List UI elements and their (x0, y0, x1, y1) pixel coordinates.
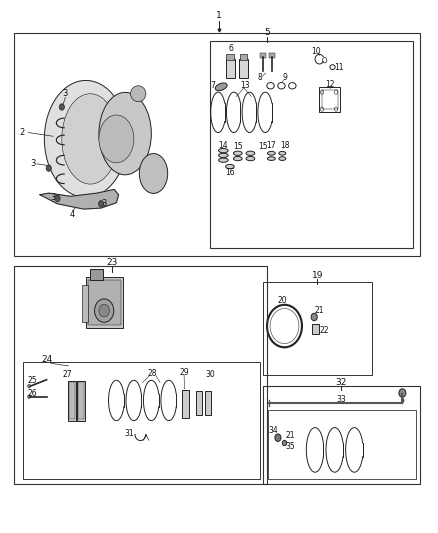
Text: 3: 3 (63, 89, 68, 98)
Bar (82, 285, 88, 322)
Ellipse shape (219, 158, 228, 163)
Bar (322, 90, 338, 109)
Bar (263, 282, 372, 375)
Text: 21: 21 (314, 305, 324, 314)
Ellipse shape (139, 154, 168, 193)
Text: 28: 28 (148, 369, 157, 378)
Ellipse shape (215, 83, 227, 91)
Ellipse shape (28, 384, 31, 388)
Ellipse shape (219, 149, 228, 153)
Bar (196, 391, 202, 415)
Ellipse shape (44, 80, 127, 197)
Text: 11: 11 (334, 63, 344, 71)
Text: 2: 2 (19, 128, 24, 137)
Text: 30: 30 (205, 370, 215, 379)
Ellipse shape (99, 92, 151, 175)
Bar (14, 33, 420, 256)
Text: 18: 18 (280, 141, 290, 150)
Text: 26: 26 (28, 389, 37, 398)
Bar (182, 390, 189, 418)
Ellipse shape (219, 154, 228, 158)
Text: 4: 4 (70, 210, 75, 219)
Ellipse shape (226, 165, 234, 168)
Circle shape (95, 299, 114, 322)
Text: 3: 3 (50, 193, 56, 202)
Text: 33: 33 (336, 395, 346, 404)
Ellipse shape (246, 157, 255, 161)
Text: 3: 3 (102, 199, 107, 208)
Circle shape (46, 165, 51, 171)
Text: 14: 14 (219, 141, 228, 150)
Bar (312, 325, 318, 334)
Text: 15: 15 (258, 142, 268, 151)
Bar (69, 382, 75, 419)
Bar (239, 59, 248, 78)
Bar (263, 386, 420, 484)
Ellipse shape (233, 157, 242, 161)
Text: 5: 5 (264, 28, 270, 37)
Text: 21: 21 (286, 431, 295, 440)
Circle shape (55, 195, 60, 201)
Bar (90, 269, 103, 280)
Ellipse shape (268, 151, 276, 155)
Bar (86, 277, 123, 328)
Ellipse shape (279, 157, 286, 160)
Text: 15: 15 (233, 142, 243, 151)
Bar (77, 381, 85, 421)
Bar (88, 280, 121, 325)
Ellipse shape (268, 157, 276, 160)
Circle shape (99, 200, 104, 207)
Text: 17: 17 (267, 141, 276, 150)
Text: 3: 3 (31, 159, 36, 168)
Text: 20: 20 (278, 296, 287, 305)
Bar (260, 53, 266, 58)
Ellipse shape (131, 86, 146, 102)
Bar (210, 41, 413, 248)
Text: 32: 32 (336, 378, 347, 387)
Ellipse shape (246, 151, 255, 156)
Ellipse shape (279, 151, 286, 155)
Circle shape (59, 104, 64, 110)
Circle shape (399, 389, 406, 397)
Text: 19: 19 (311, 271, 323, 280)
Bar (268, 410, 417, 479)
Text: 24: 24 (41, 355, 52, 364)
Bar (78, 382, 84, 419)
Circle shape (311, 313, 317, 321)
Bar (14, 266, 267, 484)
Circle shape (275, 434, 281, 441)
Bar (319, 87, 340, 112)
Ellipse shape (233, 151, 242, 156)
Bar (226, 54, 234, 60)
Text: 29: 29 (179, 368, 189, 377)
Text: 6: 6 (228, 44, 233, 53)
Bar (68, 381, 76, 421)
Text: 7: 7 (210, 81, 215, 90)
Text: 1: 1 (216, 11, 222, 20)
Text: 23: 23 (106, 258, 118, 266)
Text: 25: 25 (28, 376, 37, 385)
Text: 16: 16 (225, 168, 235, 177)
Ellipse shape (99, 115, 134, 163)
Ellipse shape (28, 395, 31, 399)
Text: 35: 35 (285, 442, 295, 451)
Bar (269, 53, 276, 58)
Ellipse shape (62, 94, 119, 184)
Text: 10: 10 (311, 47, 321, 55)
Text: 9: 9 (282, 73, 287, 82)
Text: 12: 12 (325, 79, 335, 88)
Text: 8: 8 (257, 72, 262, 82)
Polygon shape (40, 189, 119, 209)
Bar (240, 54, 247, 60)
Circle shape (99, 304, 110, 317)
Bar (205, 391, 211, 415)
Circle shape (283, 440, 287, 446)
Text: 34: 34 (268, 426, 279, 435)
Text: 31: 31 (125, 430, 134, 439)
Bar (22, 362, 261, 479)
Bar (226, 59, 235, 78)
Text: 13: 13 (240, 81, 250, 90)
Text: 22: 22 (319, 326, 328, 335)
Text: 27: 27 (63, 370, 72, 379)
